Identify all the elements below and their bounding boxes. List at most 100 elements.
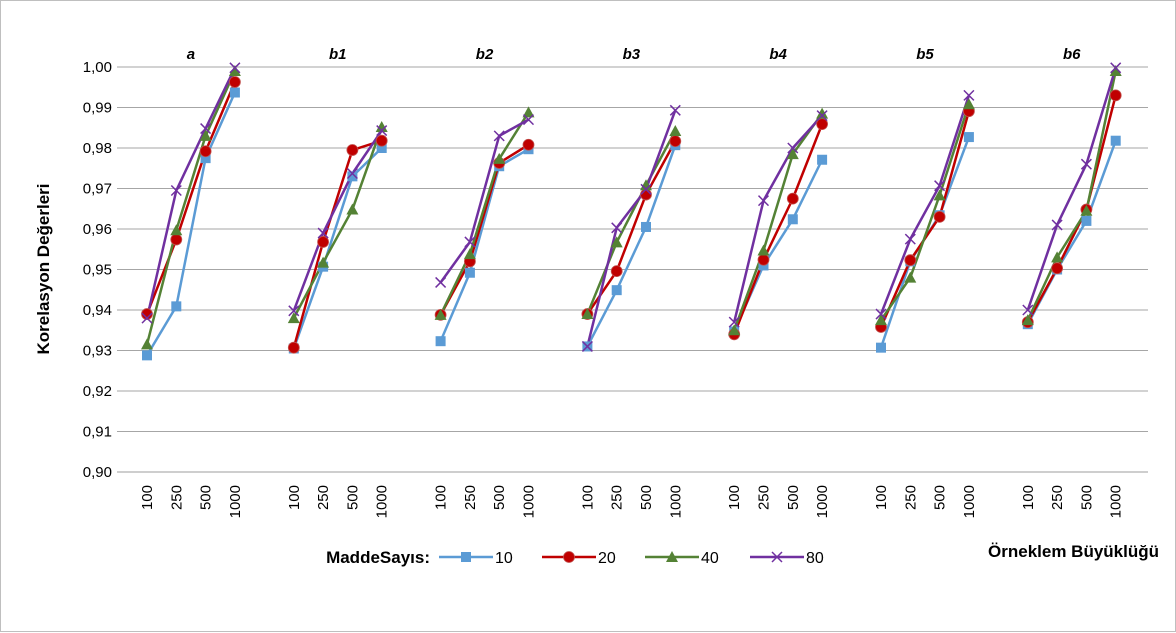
marker-x (200, 123, 212, 135)
marker-square (376, 143, 387, 153)
marker-circle (317, 236, 330, 248)
series-line-80 (1026, 67, 1117, 311)
marker-triangle (346, 203, 359, 215)
x-tick-label: 100 (139, 485, 156, 510)
x-tick-label: 1000 (667, 485, 684, 518)
marker-x (771, 551, 783, 563)
x-tick-label: 250 (756, 485, 773, 510)
marker-x (1110, 62, 1122, 74)
series-line-40 (1026, 70, 1117, 321)
x-tick-label: 100 (726, 485, 743, 510)
marker-x (875, 308, 887, 320)
marker-triangle (1051, 251, 1064, 263)
marker-square (876, 342, 886, 353)
marker-circle (141, 308, 153, 320)
marker-triangle (666, 551, 678, 562)
marker-square (461, 552, 471, 562)
marker-square (200, 153, 211, 164)
x-tick-label: 500 (638, 485, 655, 510)
x-tick-label: 1000 (374, 485, 391, 518)
marker-triangle (1080, 204, 1093, 216)
panel-title: b4 (769, 46, 787, 63)
marker-triangle (434, 308, 447, 320)
panel-title: b6 (1063, 46, 1081, 63)
y-tick-label: 0,90 (83, 464, 112, 481)
series-line-20 (733, 123, 824, 335)
marker-triangle (317, 256, 330, 268)
series-line-10 (439, 148, 530, 342)
marker-x (288, 305, 300, 317)
legend-label-10: 10 (495, 550, 513, 567)
x-tick-label: 250 (609, 485, 626, 510)
series-lines (141, 62, 1122, 361)
x-tick-label: 1000 (521, 485, 538, 518)
marker-circle (1051, 262, 1063, 275)
y-tick-label: 0,98 (83, 140, 112, 157)
marker-x (1051, 219, 1063, 231)
marker-circle (669, 135, 682, 148)
marker-triangle (816, 107, 829, 119)
series-line-20 (145, 81, 237, 315)
marker-x (757, 195, 770, 207)
marker-circle (904, 254, 917, 267)
marker-circle (522, 138, 535, 151)
marker-triangle (904, 271, 917, 283)
marker-circle (786, 192, 799, 205)
marker-triangle (875, 314, 887, 326)
marker-x (1022, 304, 1034, 316)
series-line-20 (586, 140, 677, 315)
marker-square (435, 336, 446, 347)
marker-triangle (141, 338, 153, 350)
marker-circle (1109, 89, 1122, 102)
y-axis-title: Korelasyon Değerleri (34, 183, 53, 354)
y-tick-label: 0,94 (83, 302, 112, 319)
marker-square (787, 214, 798, 225)
marker-triangle (962, 98, 975, 110)
x-tick-label: 100 (286, 485, 303, 510)
series-line-10 (292, 147, 383, 349)
x-tick-label: 1000 (814, 485, 831, 518)
series-line-40 (733, 112, 824, 331)
x-tick-label: 500 (932, 485, 949, 510)
series-line-80 (879, 94, 971, 315)
x-tick-label: 250 (315, 485, 332, 510)
series-line-40 (586, 130, 677, 315)
marker-triangle (669, 124, 682, 136)
marker-square (347, 171, 358, 182)
series-line-20 (439, 143, 530, 316)
marker-square (142, 350, 152, 361)
marker-x (522, 114, 535, 126)
marker-circle (287, 341, 300, 354)
marker-triangle (757, 244, 770, 256)
series-line-20 (292, 139, 383, 348)
legend-label-80: 80 (806, 550, 824, 567)
panel-title: a (187, 46, 195, 63)
series-line-40 (879, 103, 971, 321)
series-line-80 (732, 114, 824, 323)
series-line-40 (439, 111, 530, 316)
marker-square (817, 154, 828, 165)
series-line-10 (145, 92, 237, 357)
marker-x (435, 276, 447, 288)
marker-x (669, 104, 681, 116)
marker-x (317, 227, 329, 239)
panel-title: b5 (916, 46, 934, 63)
x-tick-label: 1000 (227, 485, 244, 518)
marker-square (229, 87, 240, 98)
panel-title: b1 (329, 46, 347, 63)
y-tick-label: 1,00 (83, 59, 112, 76)
x-tick-label: 1000 (1108, 485, 1125, 518)
marker-triangle (170, 224, 183, 236)
marker-circle (170, 233, 183, 246)
marker-square (464, 267, 475, 278)
legend-label-20: 20 (598, 550, 616, 567)
series-line-10 (879, 136, 971, 349)
marker-x (346, 167, 358, 180)
marker-triangle (228, 65, 241, 77)
x-tick-label: 100 (433, 485, 450, 510)
series-line-80 (439, 118, 530, 284)
legend-label-40: 40 (701, 550, 719, 567)
marker-x (1080, 158, 1092, 170)
marker-circle (228, 76, 241, 88)
